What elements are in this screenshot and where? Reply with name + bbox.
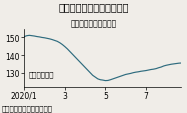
Text: 価格は小幅に下げに転じた: 価格は小幅に下げに転じた [58,2,129,12]
Text: 円／リットル: 円／リットル [28,71,54,77]
Text: （出所）資源エネルギー庁: （出所）資源エネルギー庁 [2,104,53,111]
Text: レギュラー、全国平均: レギュラー、全国平均 [70,19,117,28]
